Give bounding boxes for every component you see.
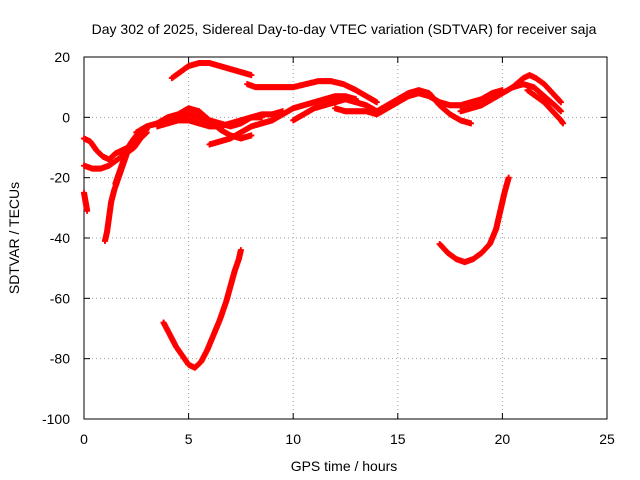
data-series	[160, 247, 244, 371]
data-point	[131, 135, 138, 142]
data-point	[237, 247, 244, 254]
data-series	[524, 87, 567, 127]
data-series	[436, 174, 512, 266]
x-tick-label: 25	[599, 431, 615, 447]
data-series	[168, 60, 255, 82]
y-tick-label: 0	[62, 109, 70, 125]
y-tick-label: -80	[50, 351, 70, 367]
grid-lines	[84, 57, 607, 419]
y-tick-label: -40	[50, 230, 70, 246]
data-series	[290, 87, 475, 127]
data-point	[468, 120, 475, 127]
data-series	[154, 114, 265, 130]
x-tick-labels: 0 5 10 15 20 25	[80, 431, 615, 447]
data-point	[143, 129, 150, 136]
data-series	[154, 105, 255, 142]
data-point	[505, 174, 512, 181]
y-tick-label: 20	[54, 49, 70, 65]
data-point	[560, 120, 567, 127]
data-point	[557, 108, 564, 115]
data-series	[206, 93, 359, 148]
data-point	[258, 114, 265, 121]
data-series	[81, 129, 150, 172]
x-tick-label: 0	[80, 431, 88, 447]
x-tick-label: 15	[390, 431, 406, 447]
data-point	[248, 132, 255, 139]
y-axis-label: SDTVAR / TECUs	[6, 182, 22, 294]
data-series	[81, 189, 91, 214]
data-point	[557, 99, 564, 106]
chart-title: Day 302 of 2025, Sidereal Day-to-day VTE…	[92, 21, 597, 37]
x-tick-label: 5	[185, 431, 193, 447]
axis-ticks	[83, 56, 608, 420]
data-series	[244, 78, 380, 106]
data-points	[81, 60, 567, 371]
x-tick-label: 10	[285, 431, 301, 447]
data-point	[248, 72, 255, 79]
x-axis-label: GPS time / hours	[291, 458, 398, 474]
data-series	[112, 135, 138, 187]
y-tick-label: -100	[42, 411, 70, 427]
data-point	[84, 207, 91, 214]
y-tick-label: -20	[50, 170, 70, 186]
data-point	[373, 99, 380, 106]
y-tick-label: -60	[50, 290, 70, 306]
x-tick-label: 20	[495, 431, 511, 447]
y-tick-labels: 20 0 -20 -40 -60 -80 -100	[42, 49, 70, 427]
